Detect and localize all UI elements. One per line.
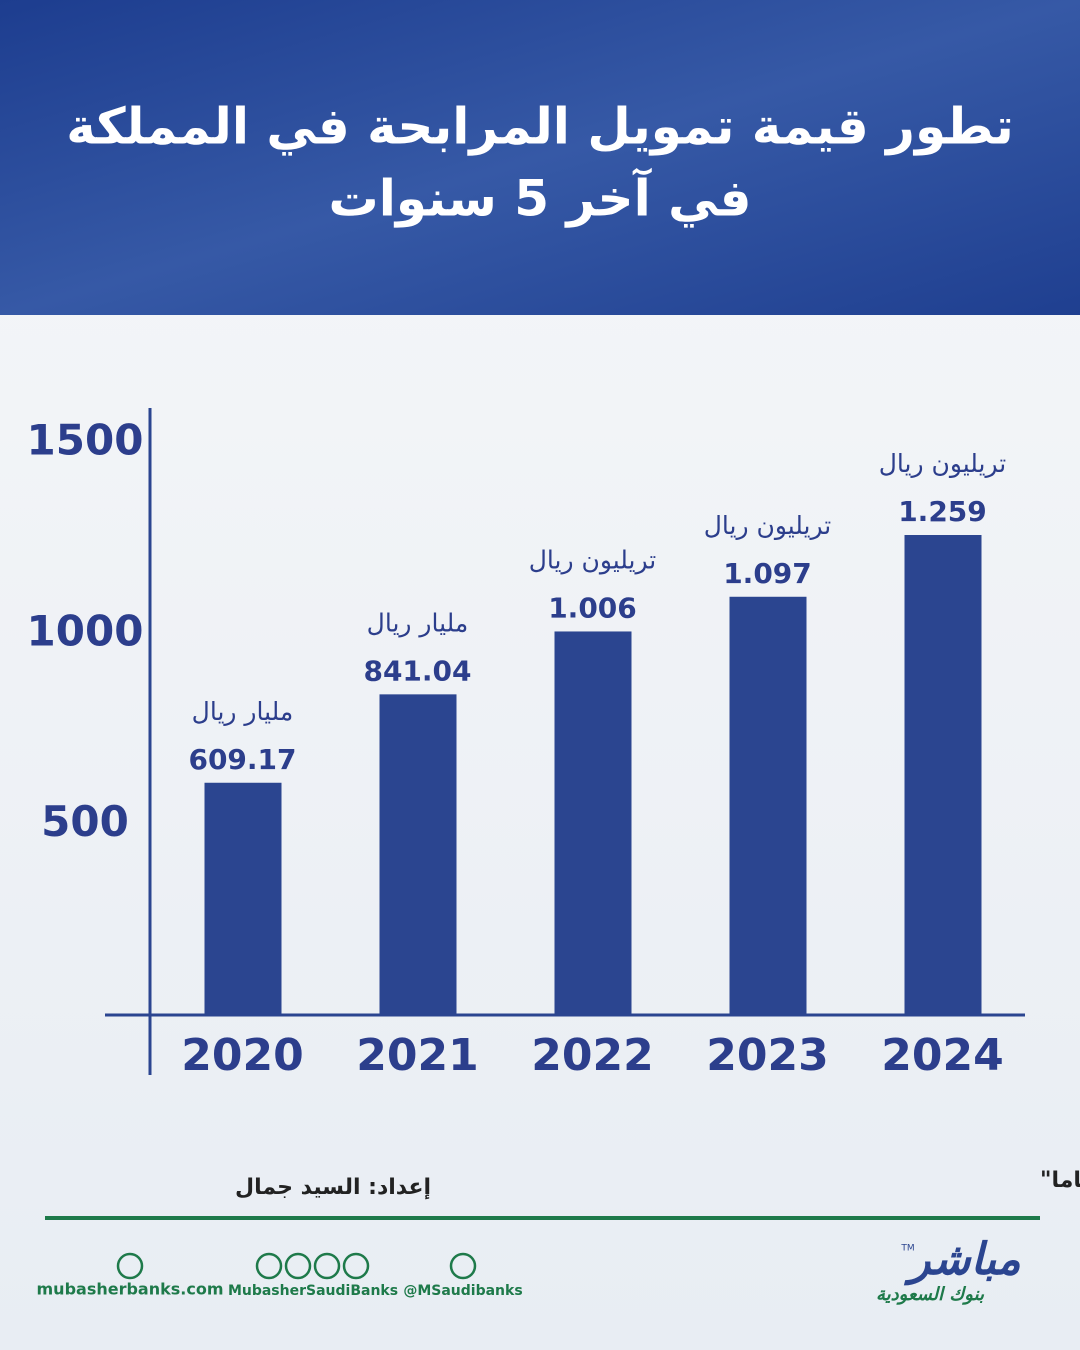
social-icons [255,1252,477,1280]
bar [379,694,457,1015]
unit-label: مليار ريال [192,697,294,726]
unit-label: تريليون ريال [529,545,657,574]
social-handle: MubasherSaudiBanks [228,1283,398,1299]
chart-subtitle: في آخر 5 سنوات [329,168,752,229]
logo-subtitle: بنوك السعودية [876,1284,985,1305]
logo: مباشر [903,1234,1021,1286]
bar [554,631,632,1015]
chart-title: تطور قيمة تمويل المرابحة في المملكة [66,98,1014,157]
unit-label: تريليون ريال [879,449,1007,478]
twitter-handle: @MSaudibanks [403,1283,522,1299]
trademark: TM [900,1244,914,1254]
x-tick-label: 2021 [356,1030,478,1081]
x-tick-label: 2023 [706,1030,828,1081]
unit-label: مليار ريال [367,608,469,637]
unit-label: تريليون ريال [704,511,832,540]
y-tick-label: 1000 [27,606,144,655]
source: المصدر: البنك المركزي السعودي "ساما" [1040,1168,1080,1193]
value-label: 1.006 [548,591,637,624]
bar [729,596,807,1015]
header [0,0,1080,315]
bar [204,782,282,1015]
website: mubasherbanks.com [37,1280,224,1299]
x-tick-label: 2022 [531,1030,653,1081]
y-tick-label: 1500 [27,416,144,465]
y-tick-label: 500 [41,797,129,846]
value-label: 1.259 [898,495,987,528]
author: إعداد: السيد جمال [235,1175,431,1200]
value-label: 1.097 [723,557,812,590]
x-tick-label: 2024 [881,1030,1003,1081]
globe-icon [116,1252,144,1280]
x-tick-label: 2020 [181,1030,303,1081]
value-label: 841.04 [363,654,471,687]
value-label: 609.17 [188,743,296,776]
bar [904,535,982,1015]
